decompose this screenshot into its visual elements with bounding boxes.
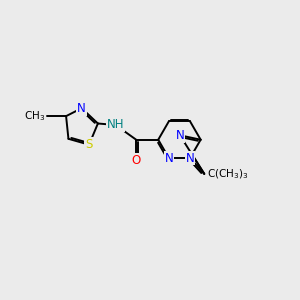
Text: CH$_3$: CH$_3$ [24, 109, 46, 123]
Text: O: O [131, 154, 141, 167]
Text: NH: NH [107, 118, 124, 131]
Text: C(CH$_3$)$_3$: C(CH$_3$)$_3$ [207, 167, 248, 181]
Text: N: N [176, 129, 184, 142]
Text: S: S [85, 138, 93, 151]
Text: N: N [77, 102, 86, 115]
Text: N: N [164, 152, 173, 165]
Text: N: N [186, 152, 194, 165]
